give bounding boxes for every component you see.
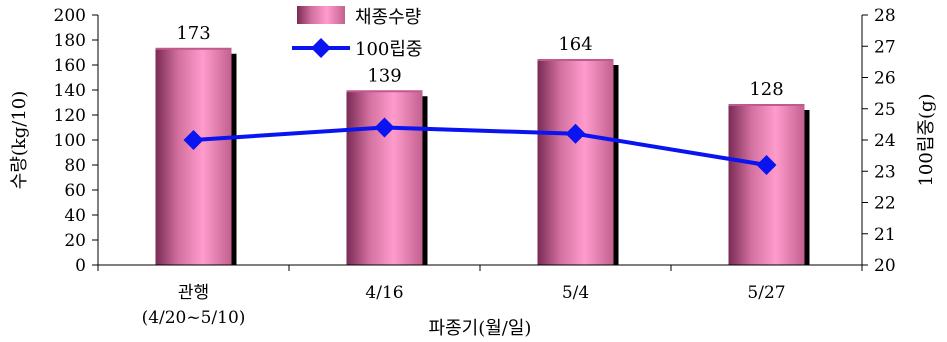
y-left-tick-label: 20 — [64, 231, 86, 251]
y-right-tick-label: 21 — [874, 225, 896, 245]
line-marker — [565, 123, 586, 144]
x-tick-label: (4/20~5/10) — [142, 308, 246, 328]
bar — [537, 60, 614, 265]
y-left-tick-label: 60 — [64, 181, 86, 201]
bar-data-label: 128 — [749, 79, 783, 100]
bar-data-label: 164 — [558, 34, 592, 55]
legend: 채종수량 100립중 — [292, 6, 422, 60]
line-marker — [183, 130, 204, 150]
y-left-tick-label: 0 — [75, 256, 86, 276]
line-series — [193, 125, 767, 167]
bar-data-label: 173 — [176, 23, 210, 44]
y-right-tick-label: 24 — [874, 131, 896, 151]
legend-bar-swatch — [297, 6, 345, 24]
y-axis-right-title: 100립중(g) — [916, 93, 937, 186]
legend-line-label: 100립중 — [355, 39, 422, 60]
y-left-tick-label: 160 — [54, 56, 86, 76]
line-marker — [374, 117, 395, 138]
x-tick-label: 5/4 — [562, 283, 589, 303]
y-left-tick-label: 40 — [64, 206, 86, 226]
plot-area: 173 139 164 128 0 20 40 60 80 100 120 140 160 180 200 2… — [9, 6, 937, 339]
y-left-tick-label: 140 — [54, 81, 86, 101]
y-left-tick-label: 80 — [64, 156, 86, 176]
legend-line-marker — [311, 38, 331, 58]
y-left-tick-label: 100 — [54, 131, 86, 151]
y-right-tick-label: 27 — [874, 37, 896, 57]
y-axis-left-title: 수량(kg/10) — [9, 91, 30, 190]
y-left-tick-label: 120 — [54, 106, 86, 126]
bar — [346, 91, 423, 265]
y-right-tick-label: 26 — [874, 69, 896, 89]
y-right-tick-label: 22 — [874, 194, 896, 214]
y-right-tick-label: 23 — [874, 162, 896, 182]
x-tick-label: 5/27 — [747, 283, 785, 303]
bar-data-label: 139 — [367, 65, 401, 86]
y-right-tick-label: 28 — [874, 6, 896, 26]
y-right-tick-label: 20 — [874, 256, 896, 276]
bar — [728, 105, 805, 265]
bar — [155, 48, 232, 265]
y-left-tick-label: 200 — [54, 6, 86, 26]
y-left-tick-label: 180 — [54, 31, 86, 51]
line-marker — [756, 155, 777, 175]
legend-bar-label: 채종수량 — [355, 7, 421, 28]
x-axis-title: 파종기(월/일) — [429, 318, 532, 339]
y-right-tick-label: 25 — [874, 100, 896, 120]
x-tick-label: 4/16 — [365, 283, 403, 303]
x-tick-label: 관행 — [178, 283, 209, 303]
